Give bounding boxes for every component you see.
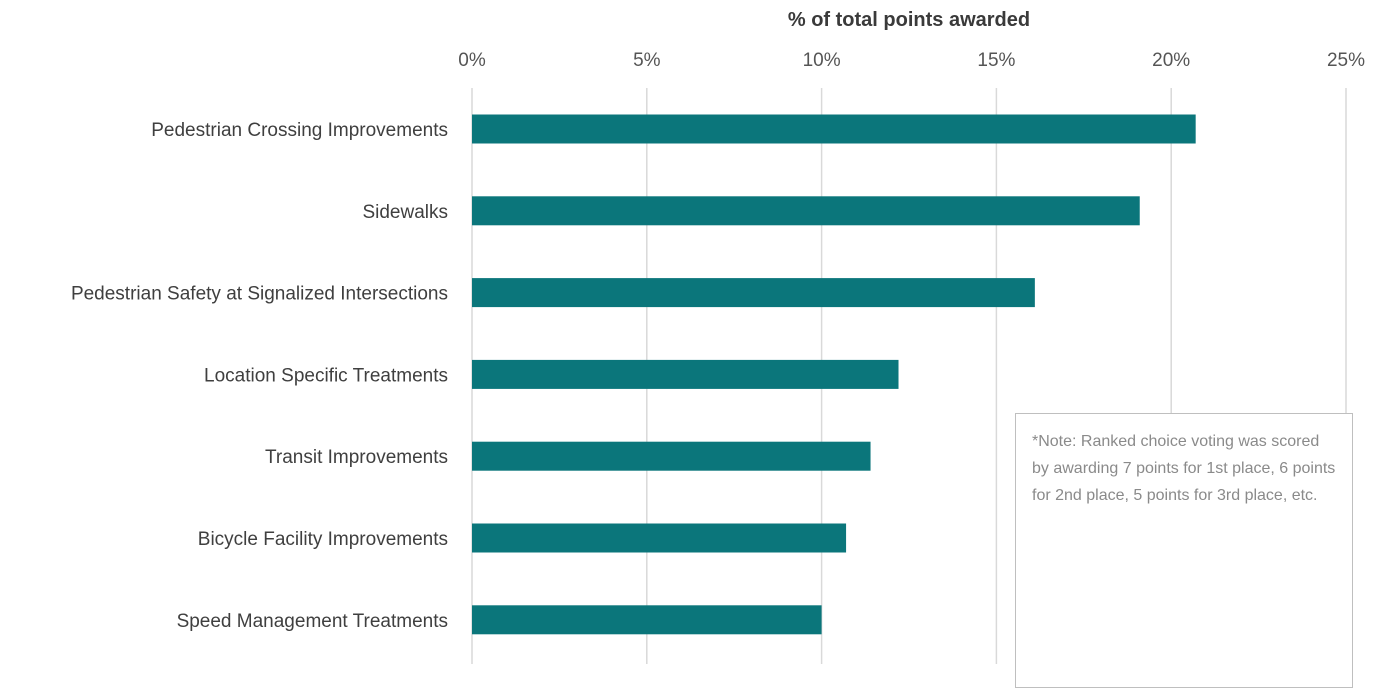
bar-chart: % of total points awarded 0% 5% 10% 15% 20% 2…: [71, 9, 1365, 664]
bar: [472, 196, 1140, 226]
bar: [472, 359, 899, 389]
bars: [472, 114, 1196, 635]
x-tick-label: 25%: [1327, 50, 1365, 71]
x-axis-title: % of total points awarded: [788, 9, 1030, 31]
bar: [472, 114, 1196, 144]
x-tick-label: 15%: [977, 50, 1015, 71]
category-labels: Pedestrian Crossing Improvements Sidewalk…: [71, 120, 448, 632]
bar: [472, 523, 847, 553]
category-label: Location Specific Treatments: [204, 365, 448, 386]
category-label: Bicycle Facility Improvements: [198, 529, 448, 550]
note-text: *Note: Ranked choice voting was scored b…: [1032, 433, 1336, 504]
bar: [472, 605, 822, 635]
category-label: Transit Improvements: [265, 447, 448, 468]
x-tick-label: 0%: [458, 50, 486, 71]
note-box: *Note: Ranked choice voting was scored b…: [1015, 413, 1353, 688]
bar: [472, 441, 871, 471]
category-label: Sidewalks: [362, 202, 448, 223]
bar: [472, 278, 1035, 308]
x-tick-label: 5%: [633, 50, 661, 71]
x-tick-labels: 0% 5% 10% 15% 20% 25%: [458, 50, 1365, 71]
category-label: Speed Management Treatments: [177, 611, 448, 632]
x-tick-label: 20%: [1152, 50, 1190, 71]
category-label: Pedestrian Safety at Signalized Intersec…: [71, 284, 448, 305]
category-label: Pedestrian Crossing Improvements: [151, 120, 448, 141]
x-tick-label: 10%: [803, 50, 841, 71]
